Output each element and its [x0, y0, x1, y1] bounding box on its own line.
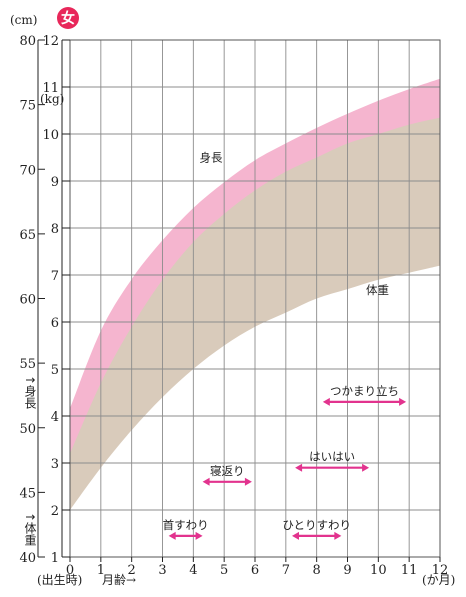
x-tick-label: 9 — [343, 563, 351, 578]
milestone-item: 首すわり — [163, 518, 209, 540]
x-tick-label: 0 — [66, 563, 74, 578]
weight-tick-label: 1 — [51, 551, 59, 566]
x-tick-label: 4 — [189, 563, 197, 578]
weight-tick-label: 5 — [51, 363, 59, 378]
height-tick-label: 55 — [19, 357, 36, 372]
grid-layer — [69, 39, 441, 558]
female-badge-circle — [57, 7, 79, 29]
milestone-arrowhead-right — [399, 397, 407, 406]
unit-cm: (cm) — [10, 13, 37, 27]
x-tick-label: 7 — [282, 563, 290, 578]
height-tick-label: 65 — [19, 228, 36, 243]
milestone-arrowhead-right — [334, 531, 342, 540]
milestone-arrowhead-left — [202, 477, 210, 486]
milestone-arrowhead-left — [295, 463, 303, 472]
weight-tick-label: 10 — [42, 128, 59, 143]
milestone-arrowhead-right — [195, 531, 203, 540]
milestone-item: ひとりすわり — [282, 518, 351, 540]
milestone-item: 寝返り — [202, 464, 252, 486]
height-tick-label: 45 — [19, 486, 36, 501]
x-tick-label: 11 — [401, 563, 418, 578]
milestone-arrowhead-left — [322, 397, 330, 406]
milestone-item: つかまり立ち — [322, 384, 407, 406]
weight-tick-label: 11 — [42, 81, 59, 96]
height-tick-label: 70 — [19, 163, 36, 178]
milestone-arrowhead-left — [168, 531, 176, 540]
weight-tick-label: 4 — [51, 410, 59, 425]
milestone-label: つかまり立ち — [330, 384, 399, 398]
axis-title-weight: ↑体重 — [23, 512, 37, 546]
female-badge: 女 — [61, 10, 75, 27]
x-tick-label: 1 — [97, 563, 105, 578]
x-tick-label: 2 — [128, 563, 136, 578]
height-tick-label: 50 — [19, 422, 36, 437]
axis-title-height: ↑身長 — [23, 375, 37, 409]
x-tick-label: 12 — [432, 563, 449, 578]
weight-tick-label: 3 — [51, 457, 59, 472]
height-tick-label: 75 — [19, 99, 36, 114]
x-tick-label: 6 — [251, 563, 259, 578]
height-tick-label: 40 — [19, 551, 36, 566]
weight-tick-label: 2 — [51, 504, 59, 519]
x-label-month-age: 月齢→ — [102, 572, 136, 587]
unit-kg: (kg) — [40, 92, 64, 106]
weight-tick-label: 6 — [51, 316, 59, 331]
series-label-height: 身長 — [200, 150, 223, 164]
milestone-arrowhead-right — [362, 463, 370, 472]
height-tick-label: 60 — [19, 293, 36, 308]
height-tick-label: 80 — [19, 34, 36, 49]
milestone-label: 寝返り — [210, 464, 245, 478]
weight-tick-label: 8 — [51, 222, 59, 237]
x-tick-label: 8 — [313, 563, 321, 578]
milestone-arrowhead-right — [244, 477, 252, 486]
x-tick-label: 10 — [370, 563, 387, 578]
weight-tick-label: 7 — [51, 269, 59, 284]
x-tick-label: 5 — [220, 563, 228, 578]
milestone-label: はいはい — [309, 450, 355, 464]
weight-tick-label: 9 — [51, 175, 59, 190]
x-tick-label: 3 — [158, 563, 166, 578]
milestone-label: 首すわり — [163, 518, 209, 532]
unit-month: (か月) — [422, 573, 455, 587]
milestone-label: ひとりすわり — [282, 518, 351, 532]
milestone-item: はいはい — [295, 450, 370, 472]
x-label-birth: (出生時) — [37, 573, 82, 587]
milestone-arrowhead-left — [292, 531, 299, 540]
weight-tick-label: 12 — [42, 34, 59, 49]
series-label-weight: 体重 — [366, 283, 389, 297]
